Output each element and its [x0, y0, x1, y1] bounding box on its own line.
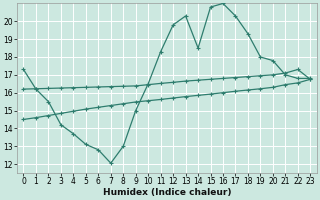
X-axis label: Humidex (Indice chaleur): Humidex (Indice chaleur) [103, 188, 231, 197]
